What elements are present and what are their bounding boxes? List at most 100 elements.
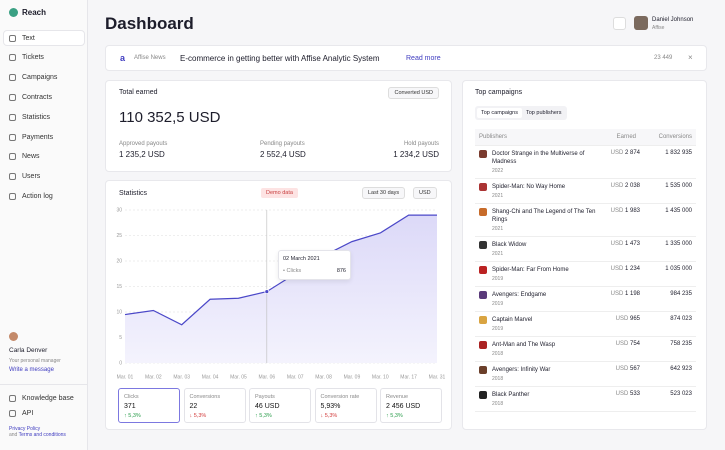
x-tick-label: Mar. 04 [202, 374, 219, 380]
cell-earned: USD 567 [596, 366, 640, 372]
cell-conversions: 1 035 000 [665, 266, 692, 272]
kpi-card[interactable]: Payouts 46 USD ↑ 5,3% [249, 388, 311, 423]
cell-earned: USD 1 198 [596, 291, 640, 297]
kpi-card[interactable]: Clicks 371 ↑ 5,3% [118, 388, 180, 423]
area [125, 215, 437, 363]
earned-value: 2 874 [624, 150, 640, 156]
kpi-label: Conversions [189, 394, 221, 400]
nav-item[interactable]: Knowledge base [4, 391, 84, 405]
cell-name: Black Panther 2018 [492, 391, 596, 407]
x-tick-label: Mar. 02 [145, 374, 162, 380]
tooltip: 02 March 2021 • Clicks 876 [278, 250, 351, 280]
kpi-label: Clicks [124, 394, 139, 400]
chart: 0 5 10 15 20 25 30 Mar. 01 Mar. 02 Mar. 03 Mar. 04… [116, 207, 445, 380]
nav-item[interactable]: Statistics [4, 110, 84, 124]
user-name[interactable]: Daniel Johnson [652, 17, 694, 23]
kpi-value: 371 [124, 403, 136, 410]
news-headline: E-commerce in getting better with Affise… [180, 54, 380, 63]
cell-name: Shang-Chi and The Legend of The Ten Ring… [492, 208, 596, 232]
x-tick-label: Mar. 06 [258, 374, 275, 380]
x-tick-label: Mar. 08 [315, 374, 332, 380]
nav-icon [9, 93, 16, 101]
kpi-card[interactable]: Conversion rate 5,93% ↓ 5,3% [314, 388, 377, 423]
campaigns-title: Top campaigns [475, 89, 523, 96]
currency: USD [615, 391, 629, 397]
range-button[interactable]: Last 30 days [362, 187, 406, 199]
tab[interactable]: Top campaigns [477, 108, 522, 118]
y-tick-label: 30 [116, 207, 122, 213]
news-close[interactable]: × [688, 53, 693, 62]
currency: USD [615, 316, 629, 322]
table: Publishers Earned Conversions Doctor Str… [475, 129, 696, 412]
currency-button[interactable]: USD [413, 187, 437, 199]
thumb [479, 266, 487, 274]
nav-item[interactable]: Payments [4, 130, 84, 144]
kpi-arrow: ↓ [189, 413, 194, 419]
cell-name: Doctor Strange in the Multiverse of Madn… [492, 150, 596, 174]
y-tick-label: 20 [116, 258, 122, 264]
earned-value: 2 038 [624, 183, 640, 189]
x-tick-label: Mar. 03 [173, 374, 190, 380]
earned-value: 1 983 [624, 208, 640, 214]
earned-amount: 110 352,5 USD [119, 109, 221, 126]
page-title: Dashboard [105, 14, 194, 33]
x-tick-label: Mar. 09 [344, 374, 361, 380]
y-tick-label: 10 [116, 309, 122, 315]
campaign-name: Avengers: Infinity War [492, 367, 551, 373]
nav-item[interactable]: Text [4, 31, 84, 45]
nav-item[interactable]: Campaigns [4, 71, 84, 85]
campaign-year: 2021 [492, 193, 504, 199]
convert-button[interactable]: Converted USD [388, 87, 439, 99]
nav-item[interactable]: Tickets [4, 51, 84, 65]
nav-item[interactable]: Action log [4, 189, 84, 203]
y-tick-label: 25 [116, 233, 122, 239]
news-banner: a Affise News E-commerce in getting bett… [105, 45, 707, 71]
nav-label: Payments [22, 133, 54, 141]
news-views: 23 449 [654, 55, 673, 61]
nav-item[interactable]: Contracts [4, 90, 84, 104]
payout-value: 1 235,2 USD [119, 150, 165, 159]
thumb [479, 341, 487, 349]
campaign-name: Black Widow [492, 242, 527, 248]
x-tick-label: Mar. 01 [117, 374, 134, 380]
nav-item[interactable]: API [4, 406, 84, 420]
cell-earned: USD 2 874 [596, 150, 640, 156]
payout-value: 1 234,2 USD [393, 150, 439, 159]
brand-logo [9, 8, 18, 17]
thumb [479, 241, 487, 249]
thumb [479, 183, 487, 191]
notifications-button[interactable] [613, 17, 626, 30]
kpi-value: 5,93% [320, 403, 341, 410]
y-tick-label: 0 [119, 360, 122, 366]
nav-item[interactable]: Users [4, 170, 84, 184]
kpi-arrow: ↑ [255, 413, 260, 419]
kpi-value: 46 USD [255, 403, 280, 410]
news-link[interactable]: Read more [406, 54, 441, 62]
cell-earned: USD 754 [596, 341, 640, 347]
campaign-name: Spider-Man: No Way Home [492, 184, 566, 190]
kpi-card[interactable]: Revenue 2 456 USD ↑ 5,3% [380, 388, 442, 423]
cell-conversions: 523 023 [670, 391, 692, 397]
earned-value: 1 198 [624, 291, 640, 297]
manager-link[interactable]: Write a message [9, 367, 54, 373]
nav-item[interactable]: News [4, 150, 84, 164]
tooltip-label: • Clicks [283, 268, 302, 274]
cell-earned: USD 965 [596, 316, 640, 322]
tab[interactable]: Top publishers [526, 110, 562, 116]
cell-earned: USD 1 234 [596, 266, 640, 272]
payout-label: Pending payouts [260, 141, 305, 147]
brand: Reach [22, 8, 47, 17]
campaign-name: Shang-Chi and The Legend of The Ten Ring… [492, 209, 596, 223]
earned-value: 1 234 [624, 266, 640, 272]
thumb [479, 208, 487, 216]
footer-and: and [9, 432, 18, 438]
kpi-change: ↑ 5,3% [386, 413, 403, 419]
campaign-year: 2019 [492, 276, 504, 282]
terms-link[interactable]: Terms and conditions [18, 432, 66, 438]
table-header: Publishers Earned Conversions [475, 129, 696, 146]
kpi-change-text: 5,3% [193, 413, 207, 419]
privacy-link[interactable]: Privacy Policy [9, 426, 41, 432]
nav-icon [9, 74, 16, 82]
currency: USD [615, 366, 629, 372]
kpi-card[interactable]: Conversions 22 ↓ 5,3% [183, 388, 246, 423]
